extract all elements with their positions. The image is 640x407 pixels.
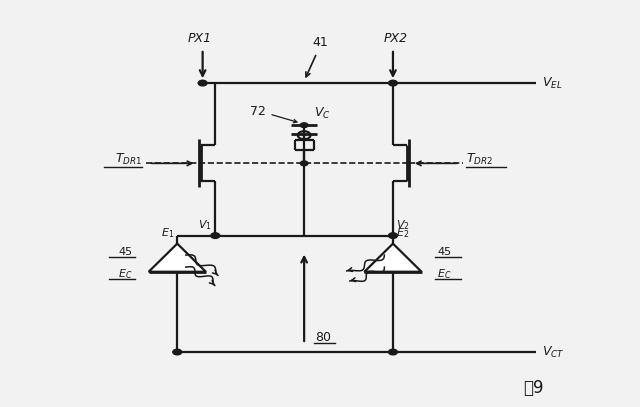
Text: 41: 41 xyxy=(312,36,328,49)
Text: 図9: 図9 xyxy=(523,379,543,397)
Polygon shape xyxy=(364,244,422,272)
Circle shape xyxy=(211,233,220,239)
Text: 80: 80 xyxy=(316,331,332,344)
Circle shape xyxy=(388,233,397,239)
Circle shape xyxy=(198,80,207,86)
Circle shape xyxy=(173,349,182,355)
Text: $E_C$: $E_C$ xyxy=(437,267,452,281)
Text: 72: 72 xyxy=(250,105,266,118)
Text: $E_2$: $E_2$ xyxy=(396,227,410,241)
Text: PX2: PX2 xyxy=(384,32,408,45)
Circle shape xyxy=(388,349,397,355)
Text: $V_1$: $V_1$ xyxy=(198,219,212,232)
Circle shape xyxy=(388,80,397,86)
Text: $E_1$: $E_1$ xyxy=(161,227,174,241)
Circle shape xyxy=(300,123,308,128)
Text: $V_{EL}$: $V_{EL}$ xyxy=(542,76,563,91)
Text: $T_{DR1}$: $T_{DR1}$ xyxy=(115,152,142,167)
Circle shape xyxy=(300,161,308,166)
Text: 45: 45 xyxy=(118,247,133,257)
Text: $V_2$: $V_2$ xyxy=(396,219,410,232)
Text: $V_{CT}$: $V_{CT}$ xyxy=(542,344,564,359)
Text: $T_{DR2}$: $T_{DR2}$ xyxy=(466,152,493,167)
Text: PX1: PX1 xyxy=(188,32,211,45)
Text: $V_C$: $V_C$ xyxy=(314,106,330,121)
Text: 45: 45 xyxy=(437,247,451,257)
Text: $E_C$: $E_C$ xyxy=(118,267,133,281)
Polygon shape xyxy=(148,244,206,272)
